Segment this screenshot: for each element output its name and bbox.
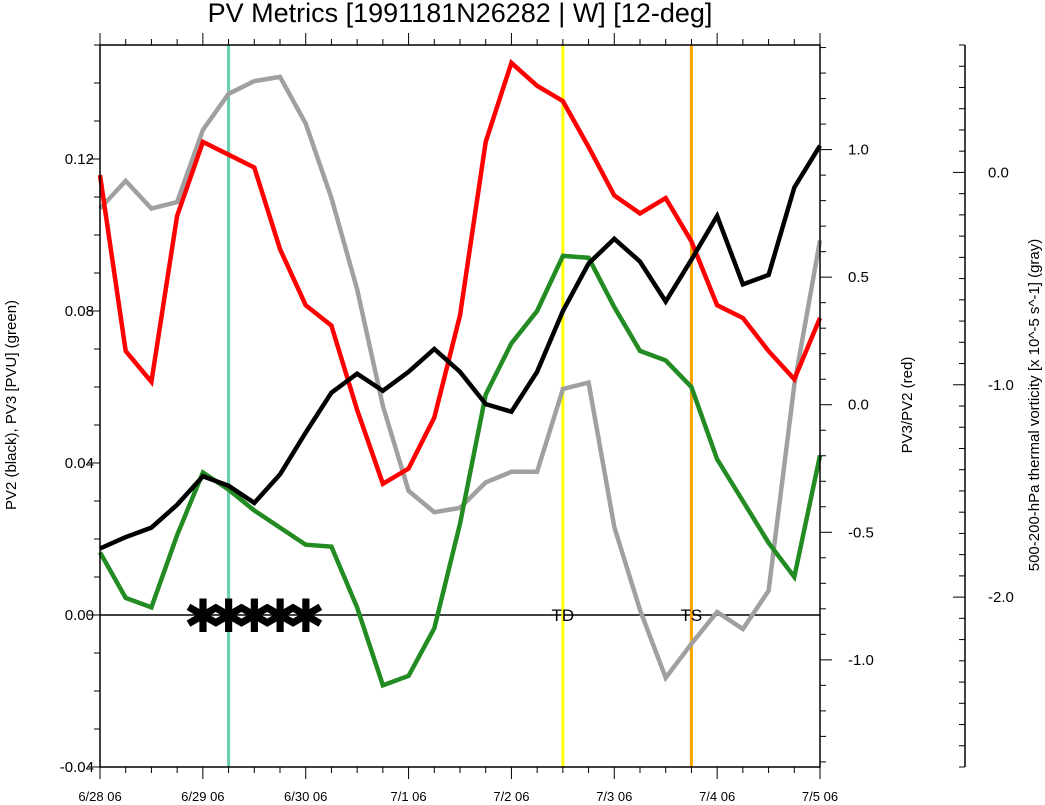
axes: 6/28 06 6/29 06 6/30 06 7/1 06 7/2 06 7/3 06 7… [60,33,1014,804]
star-marker-5: ✱ [286,590,325,642]
right-tick-label: 1.0 [848,142,869,159]
right-axis-label: PV3/PV2 (red) [899,357,916,454]
x-tick-label: 6/28 06 [78,789,121,804]
right-tick-label: -0.5 [848,524,874,541]
right-tick-label: 0.5 [848,269,869,286]
left-tick-label: -0.04 [60,759,94,776]
star-marker-1: ✱ [184,590,223,642]
x-tick-label: 6/30 06 [284,789,327,804]
left-axis-label: PV2 (black), PV3 [PVU] (green) [3,300,20,510]
plot-frame [99,44,821,768]
far-right-tick-label: -2.0 [988,589,1014,606]
chart-title: PV Metrics [1991181N26282 | W] [12-deg] [208,0,713,28]
x-tick-label: 7/2 06 [493,789,529,804]
left-tick-label: 0.04 [65,455,94,472]
right-tick-label: -1.0 [848,652,874,669]
x-tick-label: 7/4 06 [699,789,735,804]
series-line-500-200-hpa-thermal-vorticity [98,74,823,683]
event-label-td: TD [552,606,575,625]
x-tick-label: 6/29 06 [181,789,224,804]
x-tick-label: 7/3 06 [596,789,632,804]
x-tick-label: 7/1 06 [390,789,426,804]
left-tick-label: 0.08 [65,303,94,320]
far-right-tick-label: -1.0 [988,377,1014,394]
left-tick-label: 0.00 [65,607,94,624]
right-tick-label: 0.0 [848,397,869,414]
series-line-pv2 [99,144,822,551]
x-tick-label: 7/5 06 [802,789,838,804]
far-right-tick-label: 0.0 [988,164,1009,181]
star-marker-3: ✱ [235,590,274,642]
far-right-axis-label: 500-200-hPa thermal vorticity [x 10^-5 s… [1026,239,1043,572]
left-tick-label: 0.12 [65,151,94,168]
star-marker-2: ✱ [209,590,248,642]
series-line-pv3-pv2 [97,58,823,488]
star-marker-4: ✱ [261,590,300,642]
plot-area: TD TS✱✱✱✱✱ [97,45,823,767]
event-label-ts: TS [681,606,703,625]
